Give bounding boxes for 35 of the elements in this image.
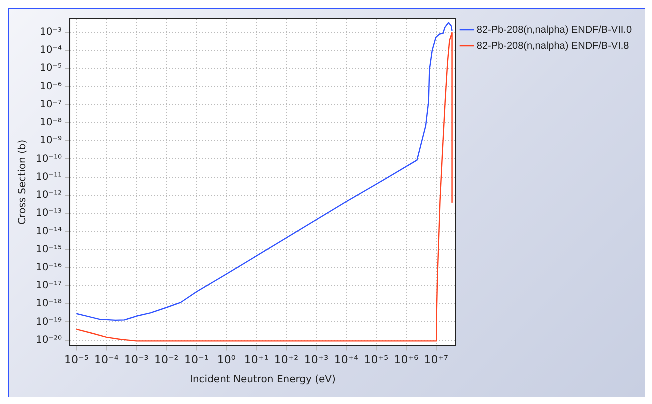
y-tick-label: 10⁻¹⁵ xyxy=(36,244,62,256)
y-tick-label: 10⁻¹⁴ xyxy=(36,226,62,238)
y-axis-title: Cross Section (b) xyxy=(18,140,29,225)
x-axis-title: Incident Neutron Energy (eV) xyxy=(190,374,336,386)
x-tick-label: 10⁺² xyxy=(274,353,299,366)
y-tick-label: 10⁻⁹ xyxy=(40,136,62,147)
x-tick-label: 10⁻¹ xyxy=(184,353,209,366)
legend-label: 82-Pb-208(n,nalpha) ENDF/B-VI.8 xyxy=(476,40,630,52)
y-tick-label: 10⁻³ xyxy=(40,27,62,38)
legend-label: 82-Pb-208(n,nalpha) ENDF/B-VII.0 xyxy=(476,24,632,36)
y-tick-label: 10⁻¹³ xyxy=(36,208,62,220)
y-tick-label: 10⁻¹⁰ xyxy=(36,154,62,165)
x-tick-label: 10⁺⁴ xyxy=(334,353,360,366)
x-tick-label: 10⁺⁵ xyxy=(364,353,389,366)
x-tick-label: 10⁻⁴ xyxy=(94,353,120,366)
y-tick-label: 10⁻¹² xyxy=(36,190,62,202)
x-tick-label: 10⁻³ xyxy=(124,353,149,366)
y-tick-label: 10⁻¹⁷ xyxy=(36,280,62,292)
x-tick-label: 10⁺⁷ xyxy=(424,353,448,366)
x-tick-label: 10⁻² xyxy=(154,353,179,366)
x-tick-label: 10⁰ xyxy=(217,353,236,366)
y-tick-label: 10⁻⁷ xyxy=(40,99,62,110)
x-tick-label: 10⁺¹ xyxy=(244,353,269,366)
y-tick-label: 10⁻¹⁸ xyxy=(36,298,62,310)
y-tick-label: 10⁻⁵ xyxy=(40,63,62,74)
y-tick-label: 10⁻²⁰ xyxy=(36,334,62,346)
x-tick-label: 10⁺⁶ xyxy=(394,353,420,366)
x-tick-label: 10⁺³ xyxy=(304,353,329,366)
y-tick-label: 10⁻⁴ xyxy=(40,45,62,56)
x-tick-label: 10⁻⁵ xyxy=(64,353,89,366)
y-tick-label: 10⁻⁶ xyxy=(40,81,62,92)
y-tick-label: 10⁻¹¹ xyxy=(36,172,62,183)
y-tick-label: 10⁻⁸ xyxy=(40,118,62,129)
y-tick-label: 10⁻¹⁹ xyxy=(36,316,62,328)
y-tick-label: 10⁻¹⁶ xyxy=(36,262,62,274)
